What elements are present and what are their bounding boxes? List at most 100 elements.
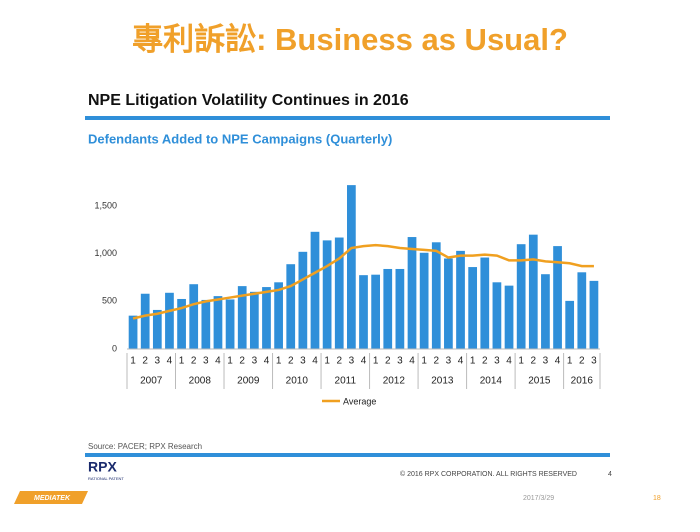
bar [553,246,562,349]
x-tick-label: 1 [567,356,573,367]
x-group-label: 2009 [237,376,260,387]
bar [262,287,271,349]
x-group-label: 2013 [431,376,454,387]
divider [85,116,610,120]
x-tick-label: 2 [579,356,585,367]
x-tick-label: 1 [518,356,524,367]
x-group-label: 2007 [140,376,163,387]
x-tick-label: 2 [433,356,439,367]
bar [480,257,490,349]
x-group-label: 2010 [286,376,309,387]
x-tick-label: 3 [397,356,403,367]
slide-title: 專利訴訟: Business as Usual? [132,22,568,57]
bar [541,274,550,349]
inner-page: 4 [608,471,612,478]
bar [589,280,599,349]
x-tick-label: 2 [288,356,294,367]
bar [347,185,356,349]
line [132,243,594,320]
x-tick-label: 2 [142,356,148,367]
x-group-label: 2014 [480,376,503,387]
source: Source: PACER; RPX Research [88,442,202,451]
copyright: © 2016 RPX CORPORATION. ALL RIGHTS RESER… [400,470,577,478]
x-tick-label: 4 [215,356,221,367]
x-tick-label: 4 [555,356,561,367]
bar [225,299,235,349]
y-tick-label: 500 [102,296,117,306]
bar [177,298,186,349]
bar [201,299,211,349]
bar [431,242,441,349]
x-tick-label: 1 [276,356,282,367]
bar [528,234,538,349]
x-group-label: 2015 [528,376,551,387]
x-tick-label: 3 [543,356,549,367]
x-tick-label: 2 [385,356,391,367]
bar [383,268,393,349]
bar [310,231,320,349]
bar [407,237,417,349]
x-tick-label: 1 [373,356,379,367]
bar [334,237,344,349]
x-tick-label: 1 [130,356,136,367]
bar [371,274,380,349]
x-tick-label: 4 [506,356,512,367]
y-tick-label: 1,500 [94,200,117,210]
x-tick-label: 4 [167,356,173,367]
x-tick-label: 4 [264,356,270,367]
chart-title: Defendants Added to NPE Campaigns (Quart… [88,131,392,146]
x-group-label: 2016 [571,376,594,387]
x-tick-label: 3 [203,356,209,367]
x-tick-label: 2 [482,356,488,367]
bar [237,286,247,349]
bar [165,292,174,349]
brand: MEDIATEK [34,495,71,502]
bar [298,251,308,349]
bar [577,272,587,349]
y-tick-label: 1,000 [94,248,117,258]
bar [249,291,259,349]
bar [516,244,526,349]
bar [419,252,429,349]
date: 2017/3/29 [523,495,554,502]
bar [286,264,296,349]
x-tick-label: 2 [191,356,197,367]
x-tick-label: 1 [324,356,330,367]
bar [468,267,478,349]
brand-band [14,491,88,504]
x-tick-label: 3 [349,356,355,367]
bar [359,275,368,349]
x-tick-label: 4 [361,356,367,367]
x-tick-label: 2 [336,356,342,367]
x-tick-label: 1 [470,356,476,367]
bar [456,250,465,349]
x-tick-label: 1 [227,356,233,367]
x-tick-label: 3 [591,356,597,367]
bar [504,285,514,349]
legend-label: Average [343,396,376,406]
x-tick-label: 4 [409,356,415,367]
bar [444,258,453,349]
bar [213,296,223,349]
bar [189,284,199,349]
y-tick-label: 0 [112,343,117,353]
x-tick-label: 4 [312,356,318,367]
logo: RPX [88,459,117,475]
x-tick-label: 1 [421,356,427,367]
bar [274,282,283,349]
x-tick-label: 3 [155,356,161,367]
x-tick-label: 2 [239,356,245,367]
divider [85,453,610,457]
x-group-label: 2011 [335,376,357,387]
bar [565,300,575,349]
bar [322,240,332,349]
bar [128,315,138,349]
slide-subtitle: NPE Litigation Volatility Continues in 2… [88,92,409,109]
x-group-label: 2012 [383,376,406,387]
logo-sub: RATIONAL PATENT [88,476,124,481]
x-tick-label: 3 [446,356,452,367]
bar [395,268,405,349]
x-tick-label: 3 [494,356,500,367]
x-tick-label: 1 [179,356,185,367]
bar [140,293,150,349]
